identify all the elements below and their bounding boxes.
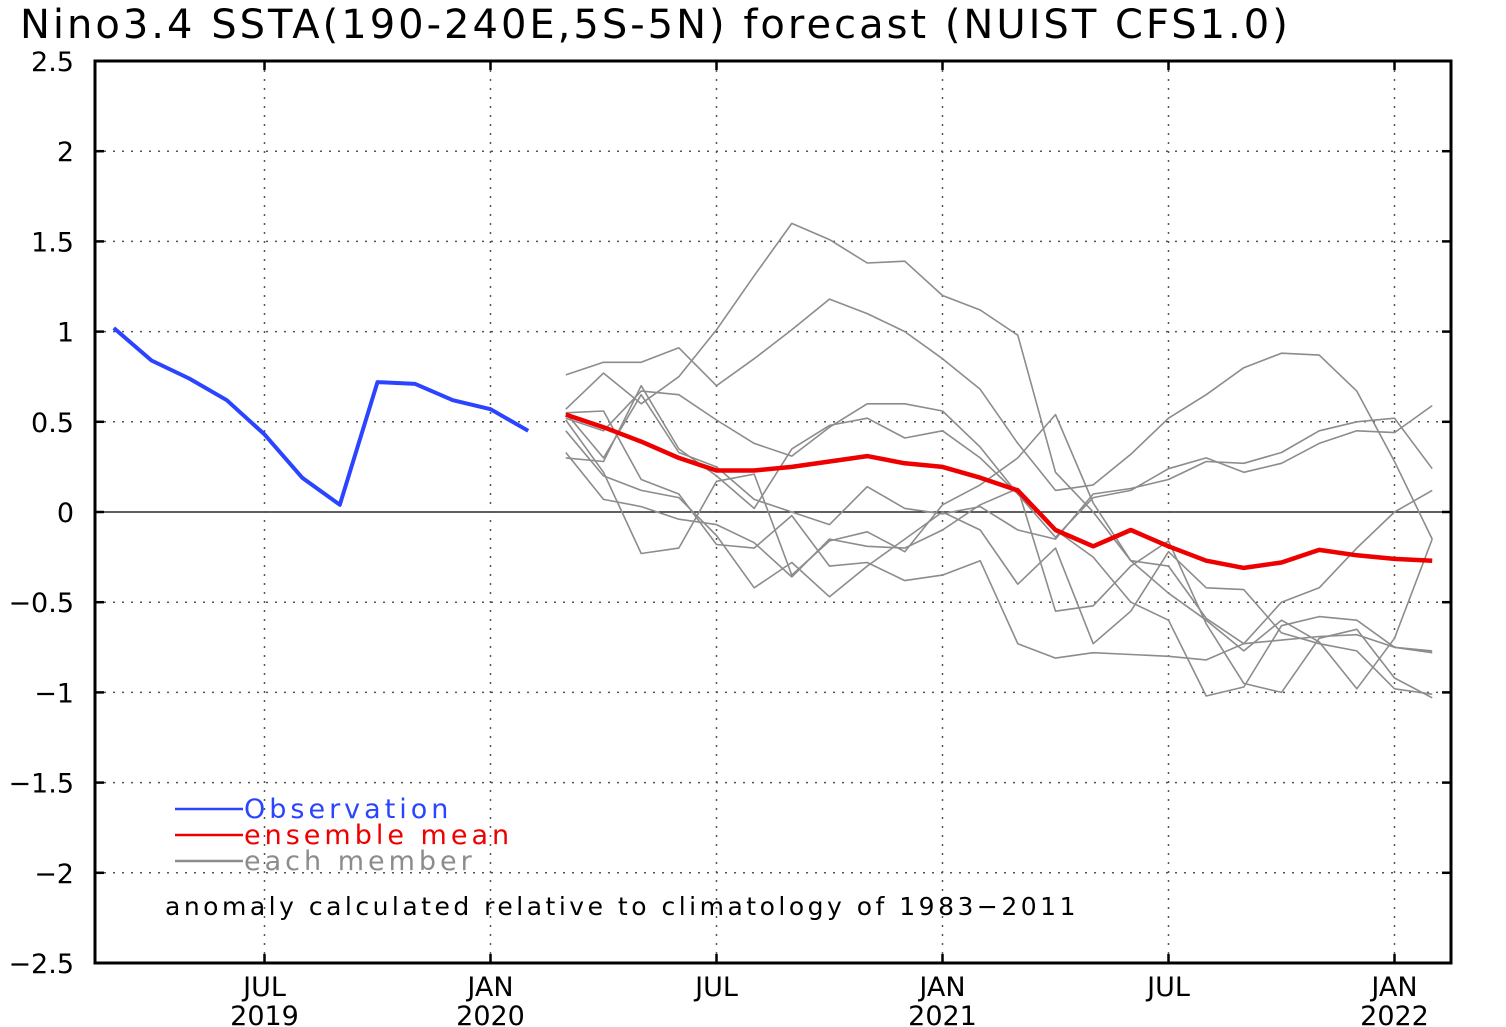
x-tick-label: JAN [917,972,965,1003]
chart-title: Nino3.4 SSTA(190-240E,5S-5N) forecast (N… [20,2,1291,48]
x-tick-label: JUL [693,972,738,1003]
plot-frame [93,59,1453,965]
x-tick-year: 2019 [230,1001,299,1027]
legend-label: Observation [244,794,452,825]
observation-line [112,326,530,507]
ensemble-mean-line [565,412,1433,571]
x-tick-label: JUL [1145,972,1190,1003]
y-tick-label: 1 [57,318,74,349]
x-tick-year: 2020 [456,1001,525,1027]
y-axis-ticks: 2.5 2 1.5 1 0.5 0 −0.5 −1 −1.5 −2 −2.5 [8,47,1451,980]
member-series-line [565,390,1433,697]
y-tick-label: −2.5 [8,949,74,980]
y-tick-label: 0 [57,498,74,529]
y-tick-label: 1.5 [31,227,74,258]
member-series-line [565,393,1433,540]
y-tick-label: −1 [34,678,74,709]
x-tick-label: JUL [241,972,286,1003]
legend-label: ensemble mean [244,820,513,851]
y-tick-label: 2 [57,137,74,168]
ensemble-mean-group [565,412,1433,571]
x-tick-label: JAN [1369,972,1417,1003]
legend-label: each member [244,846,476,877]
member-series-line [565,451,1433,699]
y-tick-label: −2 [34,859,74,890]
climatology-note: anomaly calculated relative to climatolo… [165,892,1079,921]
y-tick-label: −0.5 [8,588,74,619]
observation-group [112,326,530,507]
y-tick-label: 2.5 [31,47,74,78]
member-series-line [565,410,1433,661]
x-tick-label: JAN [465,972,513,1003]
member-series-line [565,413,1433,645]
member-series-line [565,384,1433,539]
member-series-line [565,298,1433,540]
member-series-line [565,430,1433,695]
x-tick-year: 2022 [1360,1001,1429,1027]
member-series-line [565,222,1433,690]
y-tick-label: −1.5 [8,769,74,800]
member-series-group [565,222,1433,699]
y-tick-label: 0.5 [31,408,74,439]
x-tick-year: 2021 [908,1001,977,1027]
